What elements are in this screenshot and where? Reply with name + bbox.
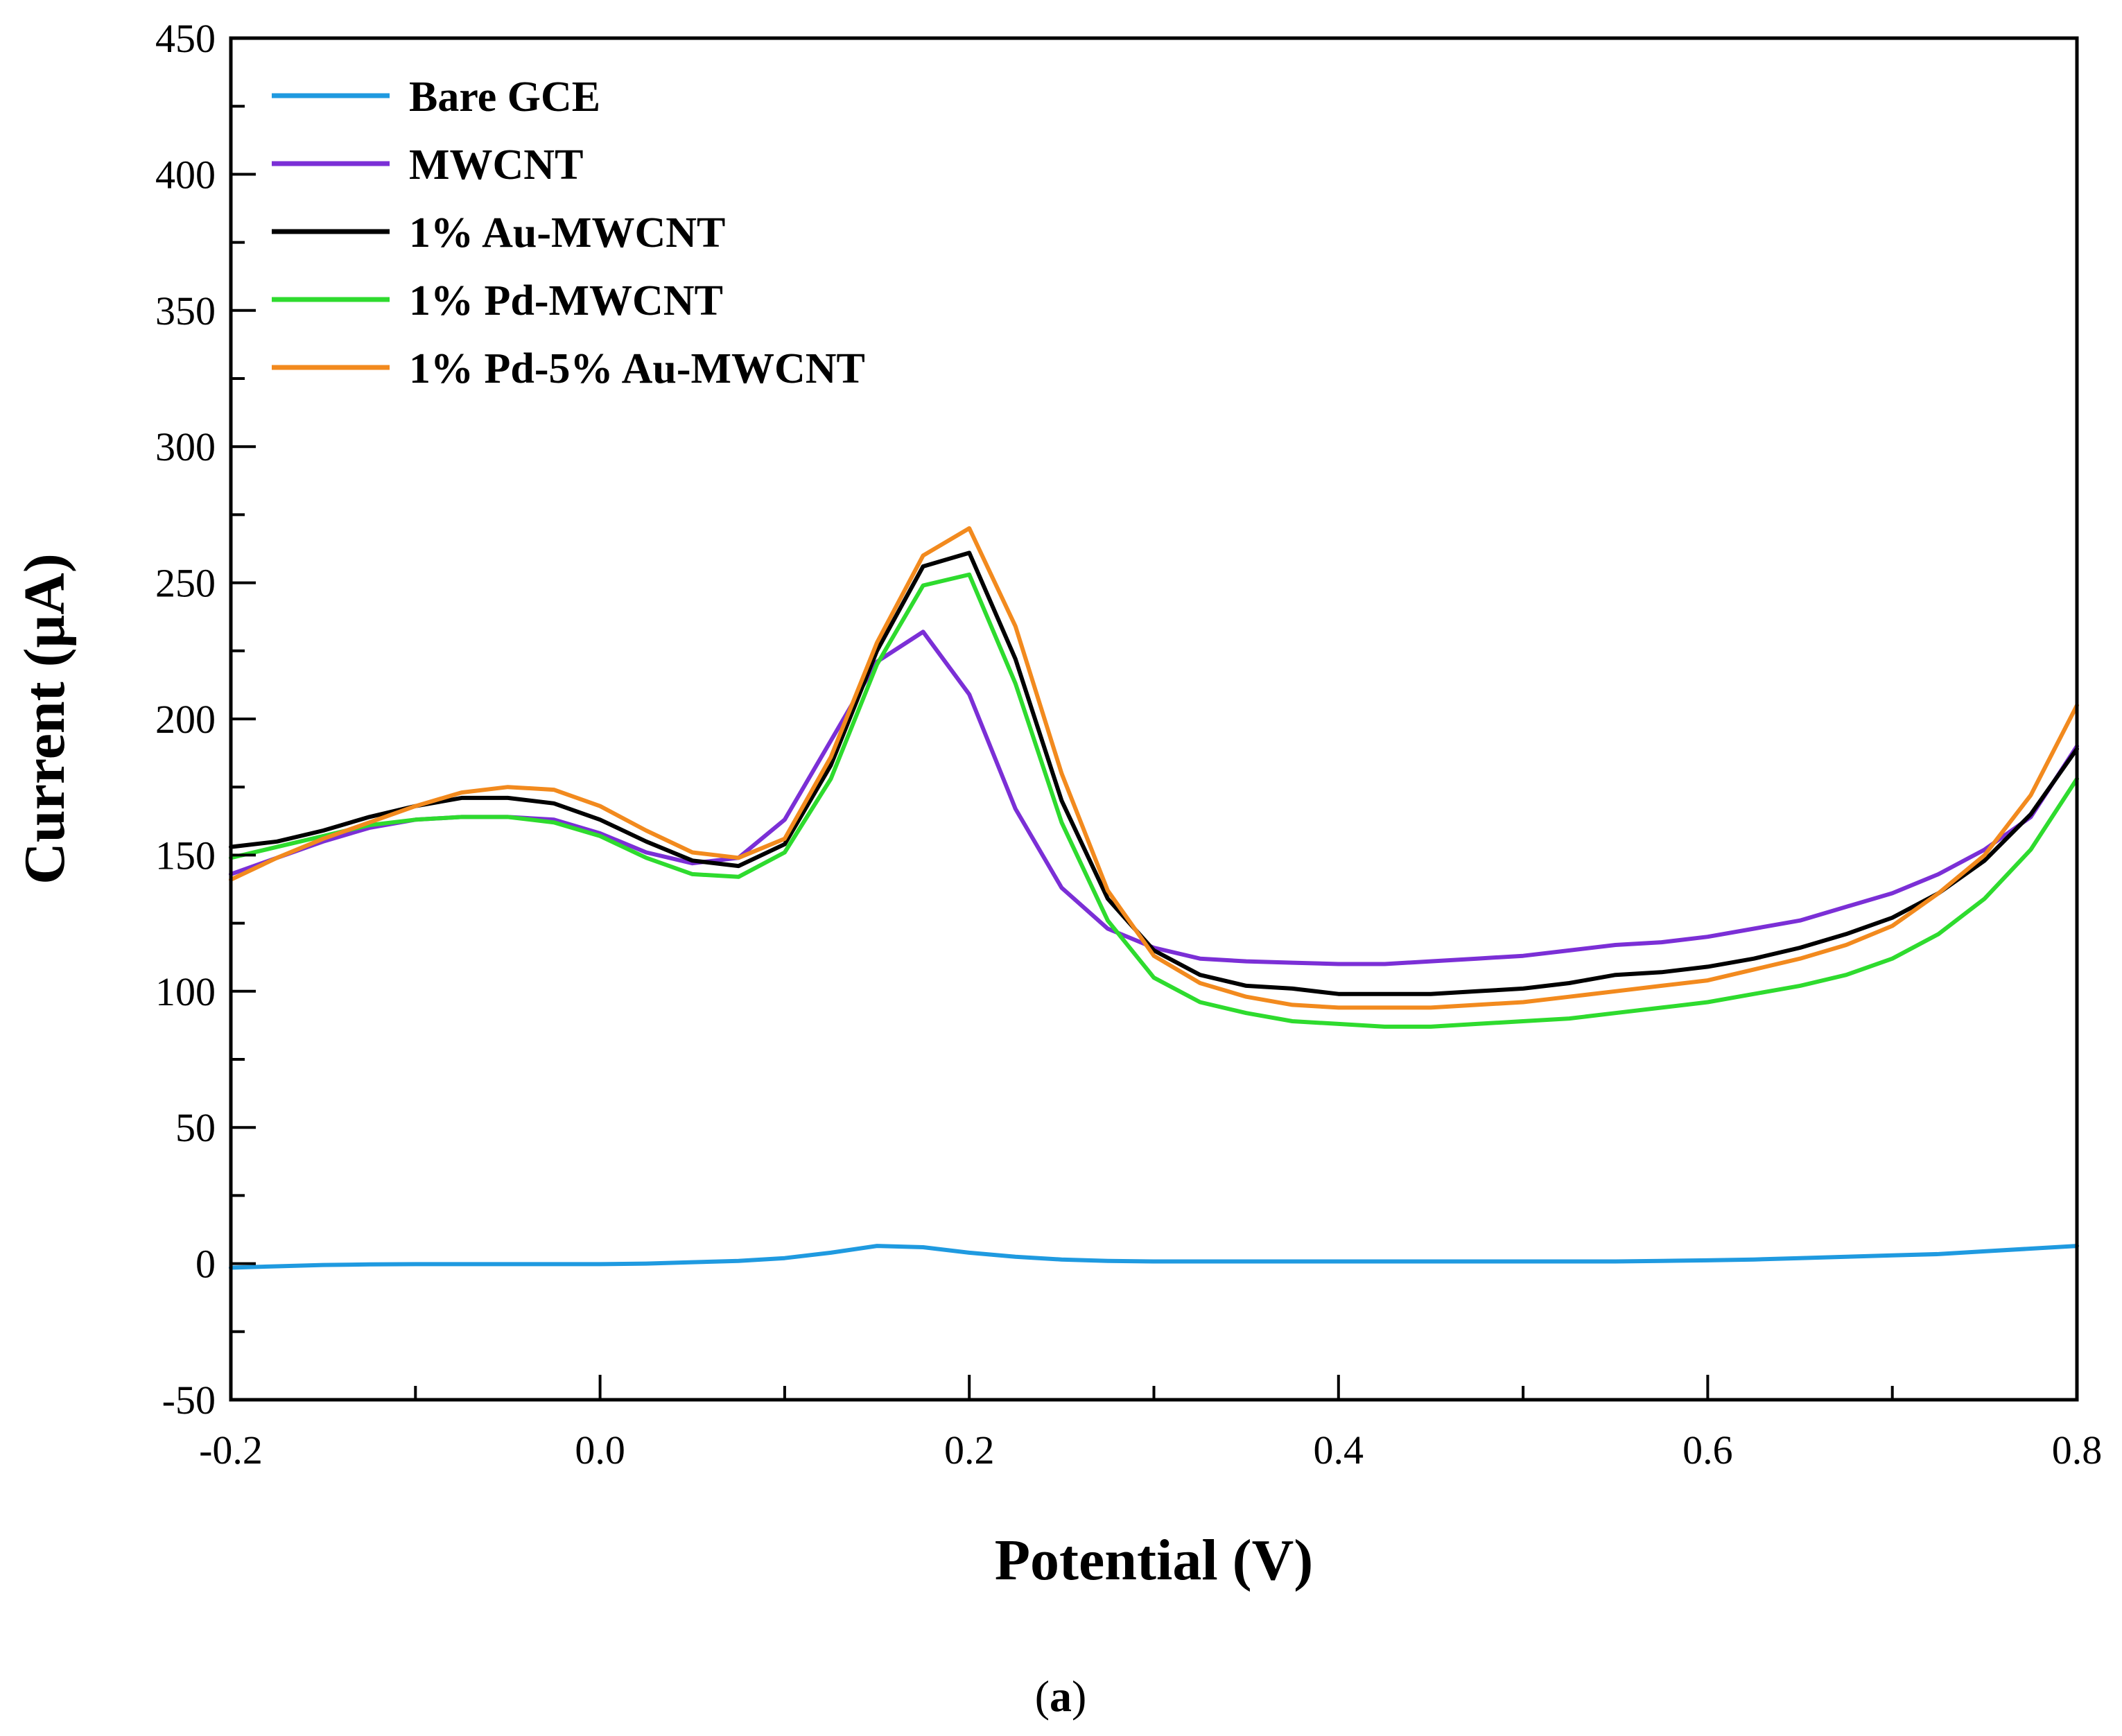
caption-close: ) (1072, 1672, 1086, 1721)
y-tick-label: 350 (155, 288, 216, 333)
y-tick-label: 150 (155, 833, 216, 878)
series-line-1-pd-5-au-mwcnt (229, 526, 2079, 1010)
x-tick-label: 0.4 (1314, 1427, 1364, 1473)
legend: Bare GCE MWCNT 1% Au-MWCNT 1% Pd-MWCNT 1% Pd… (272, 73, 865, 392)
y-tick-label: 200 (155, 697, 216, 742)
y-tick-label: 100 (155, 969, 216, 1014)
x-tick-label: 0.8 (2052, 1427, 2103, 1473)
x-tick-label: -0.2 (199, 1427, 263, 1473)
series-line-1-pd-mwcnt (229, 572, 2079, 1029)
legend-label: Bare GCE (409, 73, 600, 121)
y-tick-label: 450 (155, 16, 216, 61)
series-line-bare-gce (229, 1244, 2079, 1270)
y-axis-title: Current (μA) (12, 553, 77, 885)
y-axis-ticks: -50 0 50 100 150 200 250 300 350 400 450 (155, 16, 256, 1423)
caption-open: ( (1035, 1672, 1050, 1721)
x-axis-title: Potential (V) (995, 1528, 1314, 1592)
series-line-1-au-mwcnt (229, 550, 2079, 996)
y-tick-label: -50 (162, 1378, 216, 1423)
figure-caption: (a) (1035, 1672, 1087, 1721)
y-tick-label: 0 (195, 1242, 216, 1287)
legend-label: MWCNT (409, 141, 583, 189)
series-layer (229, 526, 2079, 1270)
x-axis-ticks: -0.2 0.0 0.2 0.4 0.6 0.8 (199, 1375, 2102, 1473)
caption-label: a (1050, 1672, 1072, 1721)
y-tick-label: 250 (155, 561, 216, 606)
x-tick-label: 0.6 (1682, 1427, 1733, 1473)
y-tick-label: 50 (175, 1105, 216, 1150)
x-tick-label: 0.0 (575, 1427, 625, 1473)
y-tick-label: 300 (155, 424, 216, 469)
legend-label: 1% Pd-5% Au-MWCNT (409, 345, 865, 392)
legend-label: 1% Au-MWCNT (409, 209, 725, 257)
y-tick-label: 400 (155, 152, 216, 197)
legend-label: 1% Pd-MWCNT (409, 277, 723, 324)
x-tick-label: 0.2 (944, 1427, 995, 1473)
